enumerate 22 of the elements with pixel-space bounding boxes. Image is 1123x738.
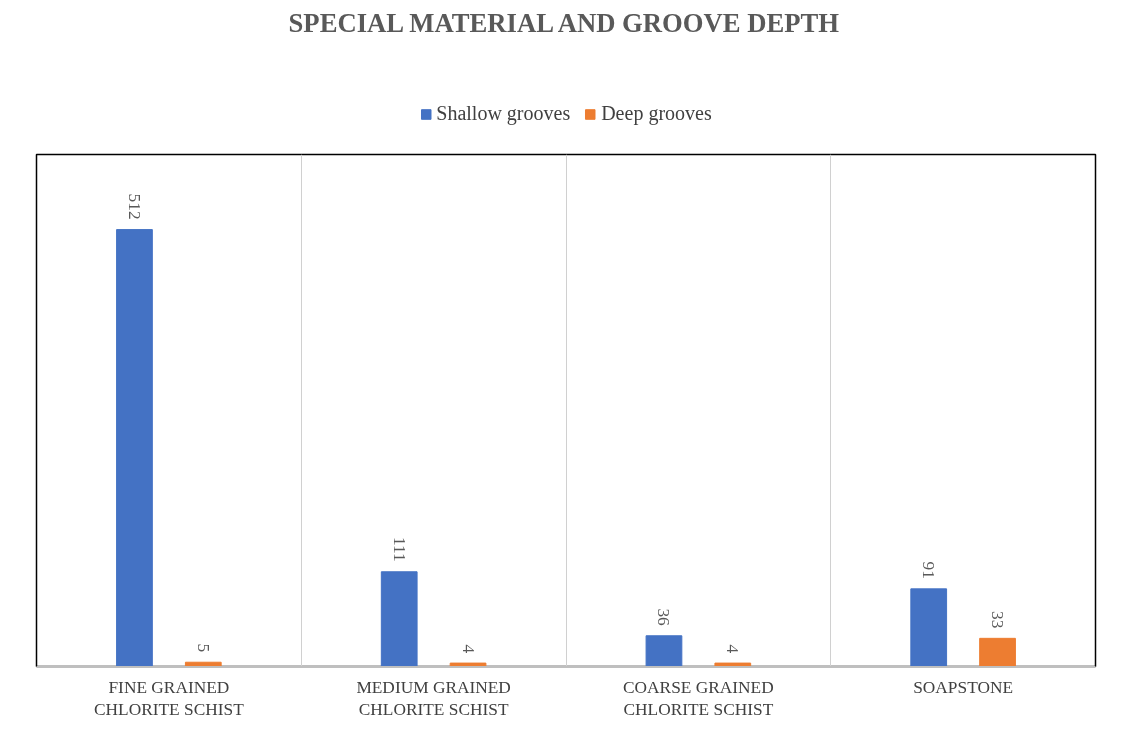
- bar: [979, 637, 1016, 667]
- legend-label: Shallow grooves: [436, 102, 571, 125]
- x-tick-label: FINE GRAINED CHLORITE SCHIST: [94, 677, 245, 720]
- bar: [714, 662, 752, 667]
- data-label: 4: [723, 644, 743, 654]
- bar: [449, 662, 487, 667]
- legend-label: Deep grooves: [601, 102, 712, 125]
- data-label: 91: [919, 561, 939, 579]
- data-label: 36: [654, 608, 674, 627]
- x-tick-label: MEDIUM GRAINED CHLORITE SCHIST: [356, 677, 511, 720]
- data-label: 33: [988, 611, 1008, 629]
- data-label: 512: [124, 193, 144, 220]
- bar: [910, 588, 948, 667]
- data-label: 4: [458, 644, 478, 654]
- x-tick-label: SOAPSTONE: [913, 677, 1014, 697]
- bar: [645, 635, 683, 667]
- bar: [116, 229, 153, 667]
- data-label: 5: [193, 643, 213, 653]
- bar: [380, 571, 418, 667]
- chart-title: SPECIAL MATERIAL AND GROOVE DEPTH: [288, 7, 840, 38]
- x-tick-label: COARSE GRAINED CHLORITE SCHIST: [623, 677, 774, 720]
- data-label: 111: [389, 537, 409, 562]
